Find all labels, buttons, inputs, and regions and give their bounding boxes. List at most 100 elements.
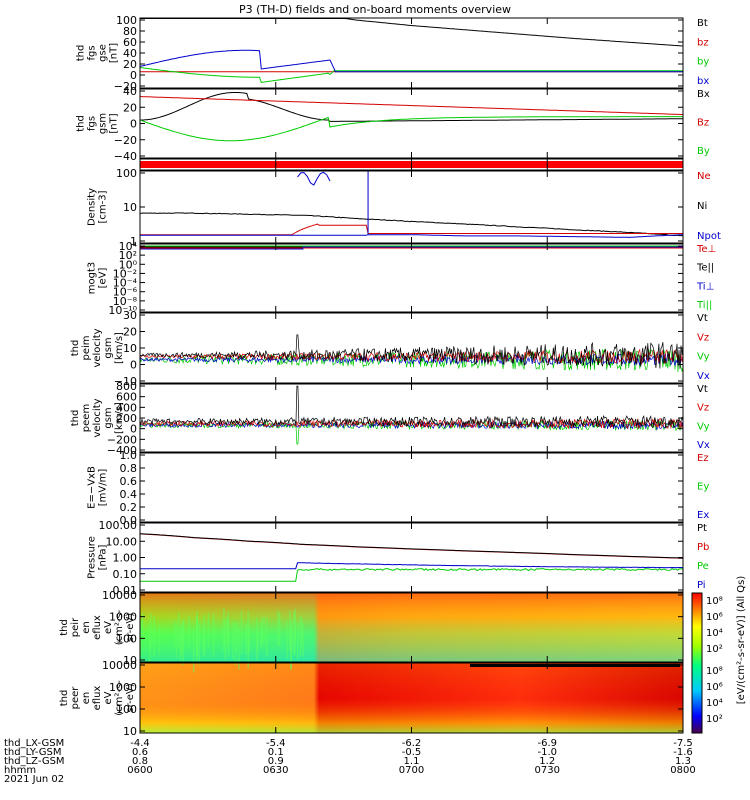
panel-frame xyxy=(139,243,684,313)
ion-streak xyxy=(173,620,176,649)
ion-streak xyxy=(182,622,184,666)
legend-Ez: Ez xyxy=(697,453,709,464)
series-Ne xyxy=(140,223,683,236)
y-axis-label: velocity xyxy=(92,398,103,437)
y-tick-label: 1.00 xyxy=(113,552,138,565)
legend-Npot: Npot xyxy=(697,231,721,242)
y-axis-label: Pressure xyxy=(87,536,98,579)
ion-streak xyxy=(289,610,291,652)
ion-streak xyxy=(278,612,281,646)
y-tick-label: 200 xyxy=(116,412,137,425)
y-axis-label: gsm xyxy=(103,407,114,428)
y-tick-label: 0.4 xyxy=(120,488,138,501)
y-tick-label: 0 xyxy=(130,69,137,82)
xaxis-value: 0.6 xyxy=(132,747,148,758)
ion-spectrogram-overlay xyxy=(140,593,683,662)
xaxis-value: 0.1 xyxy=(268,747,284,758)
legend-Vz: Vz xyxy=(697,403,709,414)
vel-e-vy xyxy=(139,419,684,445)
y-tick-label: −20 xyxy=(114,134,137,147)
y-axis-label: thd xyxy=(59,690,70,707)
y-tick-label: 10⁻² xyxy=(113,267,137,280)
ion-streak xyxy=(226,616,228,646)
y-axis-label: en xyxy=(81,621,92,634)
colorbar xyxy=(691,592,703,734)
xaxis-value: -1.0 xyxy=(537,747,557,758)
series-Bx xyxy=(140,92,684,122)
legend-Te||: Te|| xyxy=(696,263,714,274)
y-axis-label: thd xyxy=(76,45,87,62)
y-axis-label: Density xyxy=(87,188,98,226)
ion-streak xyxy=(149,613,152,650)
y-axis-label: peer xyxy=(70,686,81,710)
xaxis-row-label: thd_LY-GSM xyxy=(4,747,61,758)
colorbar-tick: 10² xyxy=(706,644,723,655)
legend-Pe: Pe xyxy=(697,561,709,572)
ion-streak xyxy=(140,620,142,650)
y-tick-label: 0 xyxy=(130,118,137,131)
y-axis-label: fgs xyxy=(87,116,98,131)
legend-Pt: Pt xyxy=(697,523,707,534)
vel-e-vt xyxy=(139,385,684,429)
ion-streak xyxy=(247,625,250,669)
y-tick-label: 1 xyxy=(130,235,137,248)
ion-streak xyxy=(240,610,243,655)
xaxis-value: -4.4 xyxy=(130,738,150,749)
series-by xyxy=(139,67,683,83)
y-axis-label: [mV/m] xyxy=(98,469,109,507)
series-Bz xyxy=(140,96,683,115)
ion-streak xyxy=(286,620,289,659)
legend-by: by xyxy=(697,57,709,68)
xaxis-row-label: thd_LZ-GSM xyxy=(4,756,65,767)
y-tick-label: −40 xyxy=(114,150,137,163)
colorbar-label: [eV/(cm²-s-sr-eV)] (All Qs) xyxy=(736,576,747,705)
y-tick-label: 30 xyxy=(123,309,137,322)
xaxis-value: 0.9 xyxy=(268,756,284,767)
y-tick-label: 1.0 xyxy=(120,449,138,462)
xaxis-value: 0630 xyxy=(263,765,288,776)
y-tick-label: 100 xyxy=(116,703,137,716)
y-tick-label: 10 xyxy=(123,201,137,214)
ion-streak xyxy=(158,626,161,654)
legend-bx: bx xyxy=(697,76,709,87)
y-tick-label: 100 xyxy=(116,167,137,180)
y-tick-label: 20 xyxy=(123,101,137,114)
legend-Ni: Ni xyxy=(697,201,707,212)
xaxis-value: 0700 xyxy=(399,765,424,776)
xaxis-value: 1.2 xyxy=(539,756,555,767)
legend-Pi: Pi xyxy=(697,580,706,591)
y-axis-label: gse xyxy=(98,44,109,62)
ion-streak xyxy=(245,622,248,655)
ion-streak xyxy=(260,621,262,649)
series-Ti-perp xyxy=(140,246,683,250)
ion-streak xyxy=(263,616,265,646)
legend-Vz: Vz xyxy=(697,332,709,343)
series-By xyxy=(139,116,683,142)
ion-streak xyxy=(294,623,296,654)
y-axis-label: gsm xyxy=(103,337,114,358)
y-axis-label: [km/s] xyxy=(114,332,125,364)
y-tick-label: 10000 xyxy=(102,589,137,602)
ion-streak xyxy=(175,622,178,659)
colorbar-tick: 10² xyxy=(706,714,723,725)
y-tick-label: 100 xyxy=(116,14,137,27)
xaxis-value: 0730 xyxy=(535,765,560,776)
ion-streak xyxy=(153,627,155,658)
legend-Ti⊥: Ti⊥ xyxy=(696,281,714,292)
y-axis-label: [km/s] xyxy=(114,402,125,434)
ion-streak xyxy=(203,625,206,654)
y-tick-label: 10⁻¹⁰ xyxy=(108,304,137,317)
y-axis-label: peir xyxy=(70,617,81,637)
panel-frame xyxy=(139,452,684,523)
legend-Ey: Ey xyxy=(697,482,709,493)
ion-streak xyxy=(248,626,250,652)
legend-Vt: Vt xyxy=(697,384,708,395)
series-bx xyxy=(139,49,683,73)
ion-streak xyxy=(207,612,210,646)
electron-gap-bar xyxy=(470,664,680,667)
xaxis-value: 1.3 xyxy=(675,756,691,767)
ion-streak xyxy=(290,619,293,652)
y-tick-label: 0.2 xyxy=(120,501,138,514)
y-axis-label: (cm²-s- xyxy=(114,609,125,645)
